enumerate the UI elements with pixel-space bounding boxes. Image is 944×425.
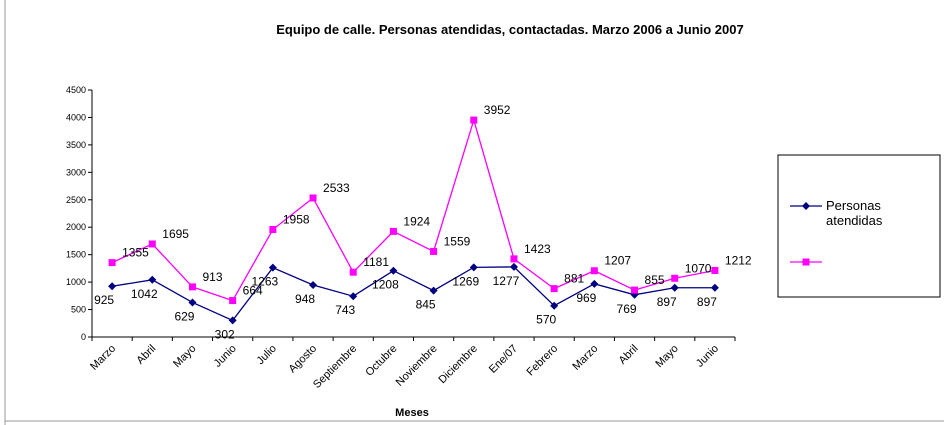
data-label: 743	[335, 303, 355, 317]
x-tick-label: Junio	[694, 343, 721, 370]
data-label: 1263	[251, 275, 278, 289]
marker	[108, 259, 116, 267]
x-tick-label: Marzo	[88, 343, 118, 373]
marker	[670, 283, 679, 292]
y-tick-label: 3500	[66, 140, 86, 150]
data-label: 881	[564, 272, 584, 286]
marker	[148, 240, 156, 248]
data-label: 1559	[444, 234, 471, 248]
marker	[349, 292, 358, 301]
marker	[188, 283, 196, 291]
legend-box	[777, 154, 941, 298]
marker	[108, 282, 117, 291]
y-tick-label: 500	[71, 305, 86, 315]
x-tick-label: Noviembre	[394, 343, 440, 389]
data-label: 845	[416, 298, 436, 312]
y-tick-label: 4000	[66, 112, 86, 122]
y-tick-label: 1000	[66, 277, 86, 287]
legend-marker	[802, 202, 810, 210]
marker	[469, 263, 478, 272]
data-label: 1277	[493, 274, 520, 288]
marker	[590, 267, 598, 275]
data-label: 948	[295, 292, 315, 306]
marker	[389, 266, 398, 275]
x-tick-label: Ene/07	[487, 343, 520, 376]
data-label: 1958	[283, 213, 310, 227]
marker	[550, 301, 559, 310]
x-tick-label: Abril	[134, 343, 158, 367]
data-label: 897	[657, 295, 677, 309]
data-label: 629	[174, 309, 194, 323]
x-tick-label: Mayo	[653, 343, 681, 371]
data-label: 1042	[131, 287, 158, 301]
data-label: 1212	[725, 253, 752, 267]
data-label: 1924	[403, 214, 430, 228]
y-tick-label: 2000	[66, 222, 86, 232]
x-tick-label: Mayo	[171, 343, 199, 371]
x-tick-label: Febrero	[525, 343, 561, 379]
x-tick-label: Junio	[212, 343, 239, 370]
marker	[148, 275, 157, 284]
legend-marker	[802, 258, 810, 266]
x-tick-label: Diciembre	[436, 343, 479, 386]
x-tick-label: Marzo	[570, 343, 600, 373]
marker	[550, 285, 558, 293]
marker	[349, 268, 357, 276]
series-line	[111, 266, 715, 322]
x-tick-label: Abril	[617, 343, 641, 367]
data-label: 1208	[372, 278, 399, 292]
data-label: 969	[576, 291, 596, 305]
marker	[229, 297, 237, 305]
marker	[470, 116, 478, 124]
marker	[671, 274, 679, 282]
marker	[188, 298, 197, 307]
data-label: 897	[697, 295, 717, 309]
marker	[631, 286, 639, 294]
data-label: 1695	[162, 227, 189, 241]
series-line	[111, 117, 716, 302]
data-label: 664	[243, 284, 263, 298]
marker	[510, 255, 518, 263]
data-label: 1070	[685, 261, 712, 275]
marker	[590, 279, 599, 288]
x-tick-label: Julio	[254, 343, 278, 367]
marker	[268, 263, 277, 272]
marker	[228, 316, 237, 325]
data-label: 1355	[122, 246, 149, 260]
data-label: 855	[645, 273, 665, 287]
marker	[269, 226, 277, 234]
marker	[309, 194, 317, 202]
marker	[389, 227, 397, 235]
data-label: 2533	[323, 181, 350, 195]
y-tick-label: 0	[81, 332, 86, 342]
y-tick-label: 1500	[66, 250, 86, 260]
data-label: 1269	[452, 274, 479, 288]
legend-label: Personas atendidas	[826, 198, 883, 228]
x-tick-label: Septiembre	[311, 343, 359, 391]
data-label: 1423	[524, 242, 551, 256]
data-label: 1207	[604, 254, 631, 268]
chart-title: Equipo de calle. Personas atendidas, con…	[276, 22, 743, 37]
marker	[430, 247, 438, 255]
x-tick-label: Agosto	[286, 343, 319, 376]
x-tick-label: Octubre	[363, 343, 399, 379]
data-label: 925	[94, 293, 114, 307]
data-label: 302	[215, 327, 235, 341]
data-label: 769	[617, 302, 637, 316]
y-tick-label: 3000	[66, 167, 86, 177]
data-label: 3952	[484, 103, 511, 117]
y-tick-label: 2500	[66, 195, 86, 205]
marker	[711, 266, 719, 274]
marker	[429, 286, 438, 295]
data-label: 1181	[363, 255, 389, 269]
marker	[710, 283, 719, 292]
data-label: 913	[202, 270, 222, 284]
data-label: 570	[536, 313, 556, 327]
marker	[509, 262, 518, 271]
y-tick-label: 4500	[66, 85, 86, 95]
x-axis-label: Meses	[395, 407, 429, 419]
marker	[309, 280, 318, 289]
